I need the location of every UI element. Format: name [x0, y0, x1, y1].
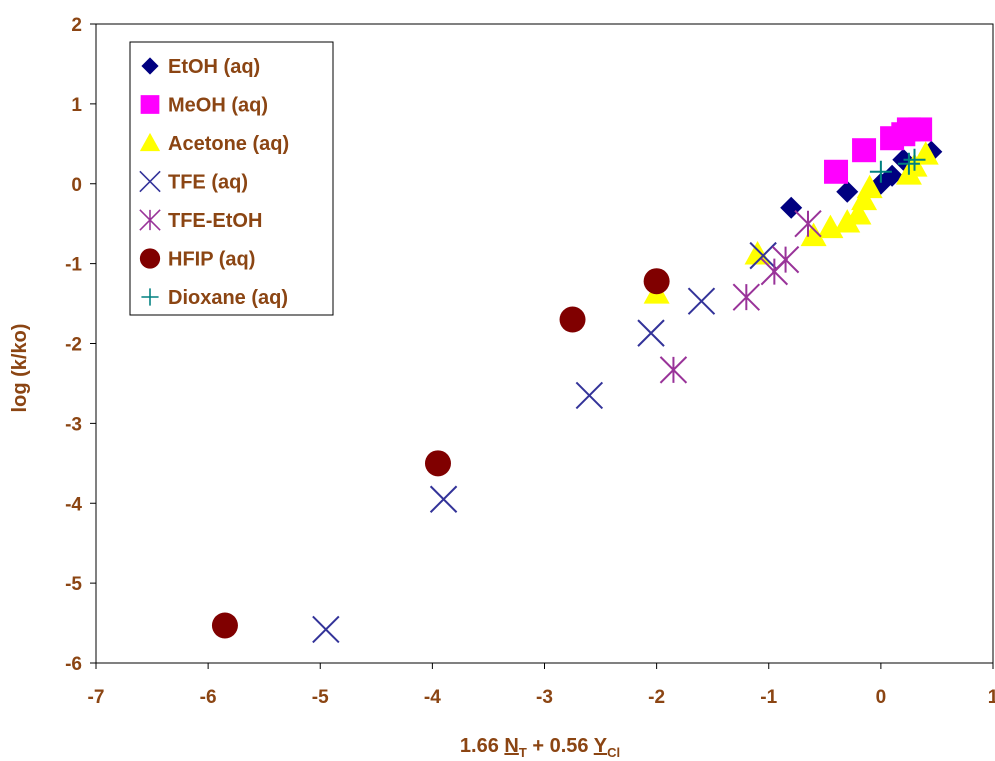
legend-marker: [139, 170, 161, 193]
x-tick-label: -4: [424, 687, 441, 708]
y-tick-label: -1: [65, 255, 82, 276]
legend-label: MeOH (aq): [168, 95, 268, 117]
y-tick-label: -3: [65, 414, 82, 435]
series-tfe-etoh: [659, 209, 822, 384]
y-axis-title: log (k/ko): [9, 324, 31, 413]
data-point: [912, 141, 939, 165]
y-tick-label: 2: [71, 15, 82, 36]
data-point: [643, 268, 670, 295]
data-point: [794, 209, 822, 238]
legend-label: Acetone (aq): [168, 133, 289, 155]
data-point: [897, 152, 920, 175]
data-point: [800, 222, 827, 247]
data-point: [659, 356, 688, 384]
data-point: [836, 180, 859, 203]
legend-marker-shape: [141, 288, 159, 306]
y-tick-label: -5: [65, 574, 82, 595]
series-tfe-aq: [312, 241, 777, 644]
data-marks: [211, 117, 943, 644]
data-point: [637, 319, 665, 347]
series-acetone-aq: [643, 141, 939, 304]
y-tick-label: -4: [65, 494, 82, 515]
legend-item: TFE (aq): [139, 170, 248, 194]
legend-marker: [141, 288, 159, 306]
data-point: [852, 138, 877, 163]
data-point: [834, 209, 861, 233]
data-point: [851, 186, 878, 211]
x-tick-label: 1: [988, 687, 995, 708]
legend-box: [129, 41, 334, 316]
data-point: [869, 160, 892, 183]
legend-label: Dioxane (aq): [168, 287, 288, 309]
legend-marker: [139, 248, 161, 269]
data-point: [424, 450, 451, 477]
legend-marker: [139, 132, 161, 152]
legend-label: TFE-EtOH: [168, 210, 262, 232]
legend-marker: [140, 95, 160, 114]
y-tick-label: 0: [71, 175, 82, 196]
legend-marker-shape: [139, 170, 161, 193]
x-axis-title-sub1: T: [519, 745, 527, 760]
legend: EtOH (aq) MeOH (aq) Acetone (aq) TFE (aq) TF…: [129, 41, 334, 316]
legend-marker-shape: [139, 132, 161, 152]
data-point: [824, 159, 849, 184]
data-point: [732, 283, 761, 311]
x-tick-label: -7: [88, 687, 105, 708]
x-axis-title-coef2: + 0.56: [527, 735, 594, 757]
data-point: [429, 485, 458, 513]
x-tick-label: 0: [876, 687, 887, 708]
legend-label: EtOH (aq): [168, 56, 260, 78]
x-axis-title: 1.66 NT + 0.56 YCl: [460, 735, 620, 760]
x-axis-title-coef1: 1.66: [460, 735, 504, 757]
y-tick-label: 1: [71, 95, 82, 116]
series-dioxane-aq: [869, 148, 926, 183]
x-axis-title-sub2: Cl: [607, 745, 620, 760]
data-point: [744, 241, 771, 265]
legend-marker-shape: [139, 248, 161, 269]
legend-item: Dioxane (aq): [141, 287, 288, 309]
y-tick-label: -2: [65, 335, 82, 356]
x-tick-label: -2: [648, 687, 665, 708]
legend-label: TFE (aq): [168, 172, 248, 194]
x-axis-title-var1: N: [504, 735, 518, 757]
series-meoh-aq: [824, 117, 933, 184]
data-point: [687, 287, 716, 315]
x-tick-label: -5: [312, 687, 329, 708]
legend-marker: [139, 209, 161, 231]
data-point: [312, 615, 340, 644]
legend-marker-shape: [139, 209, 161, 231]
x-tick-label: -3: [536, 687, 553, 708]
data-point: [856, 174, 883, 199]
legend-item: HFIP (aq): [139, 248, 255, 271]
data-point: [575, 381, 604, 410]
x-axis-title-var2: Y: [594, 735, 608, 757]
x-tick-label: -1: [760, 687, 777, 708]
y-tick-label: -6: [65, 654, 82, 675]
legend-item: TFE-EtOH: [139, 209, 262, 232]
legend-label: HFIP (aq): [168, 249, 255, 271]
data-point: [211, 612, 238, 639]
data-point: [749, 241, 777, 270]
legend-item: MeOH (aq): [140, 95, 268, 117]
axes: -6 -5 -4 -3 -2 -1 0 1 2 -7 -6 -5 -4 -3 -2 -1 0 1: [65, 15, 995, 708]
data-point: [559, 306, 586, 333]
data-point: [845, 201, 872, 225]
data-point: [771, 245, 800, 274]
x-tick-label: -6: [200, 687, 217, 708]
data-point: [908, 117, 933, 142]
data-point: [903, 148, 926, 171]
legend-marker-shape: [140, 95, 160, 114]
legend-item: Acetone (aq): [139, 132, 289, 155]
series-hfip-aq: [211, 268, 670, 639]
data-point: [881, 164, 904, 187]
